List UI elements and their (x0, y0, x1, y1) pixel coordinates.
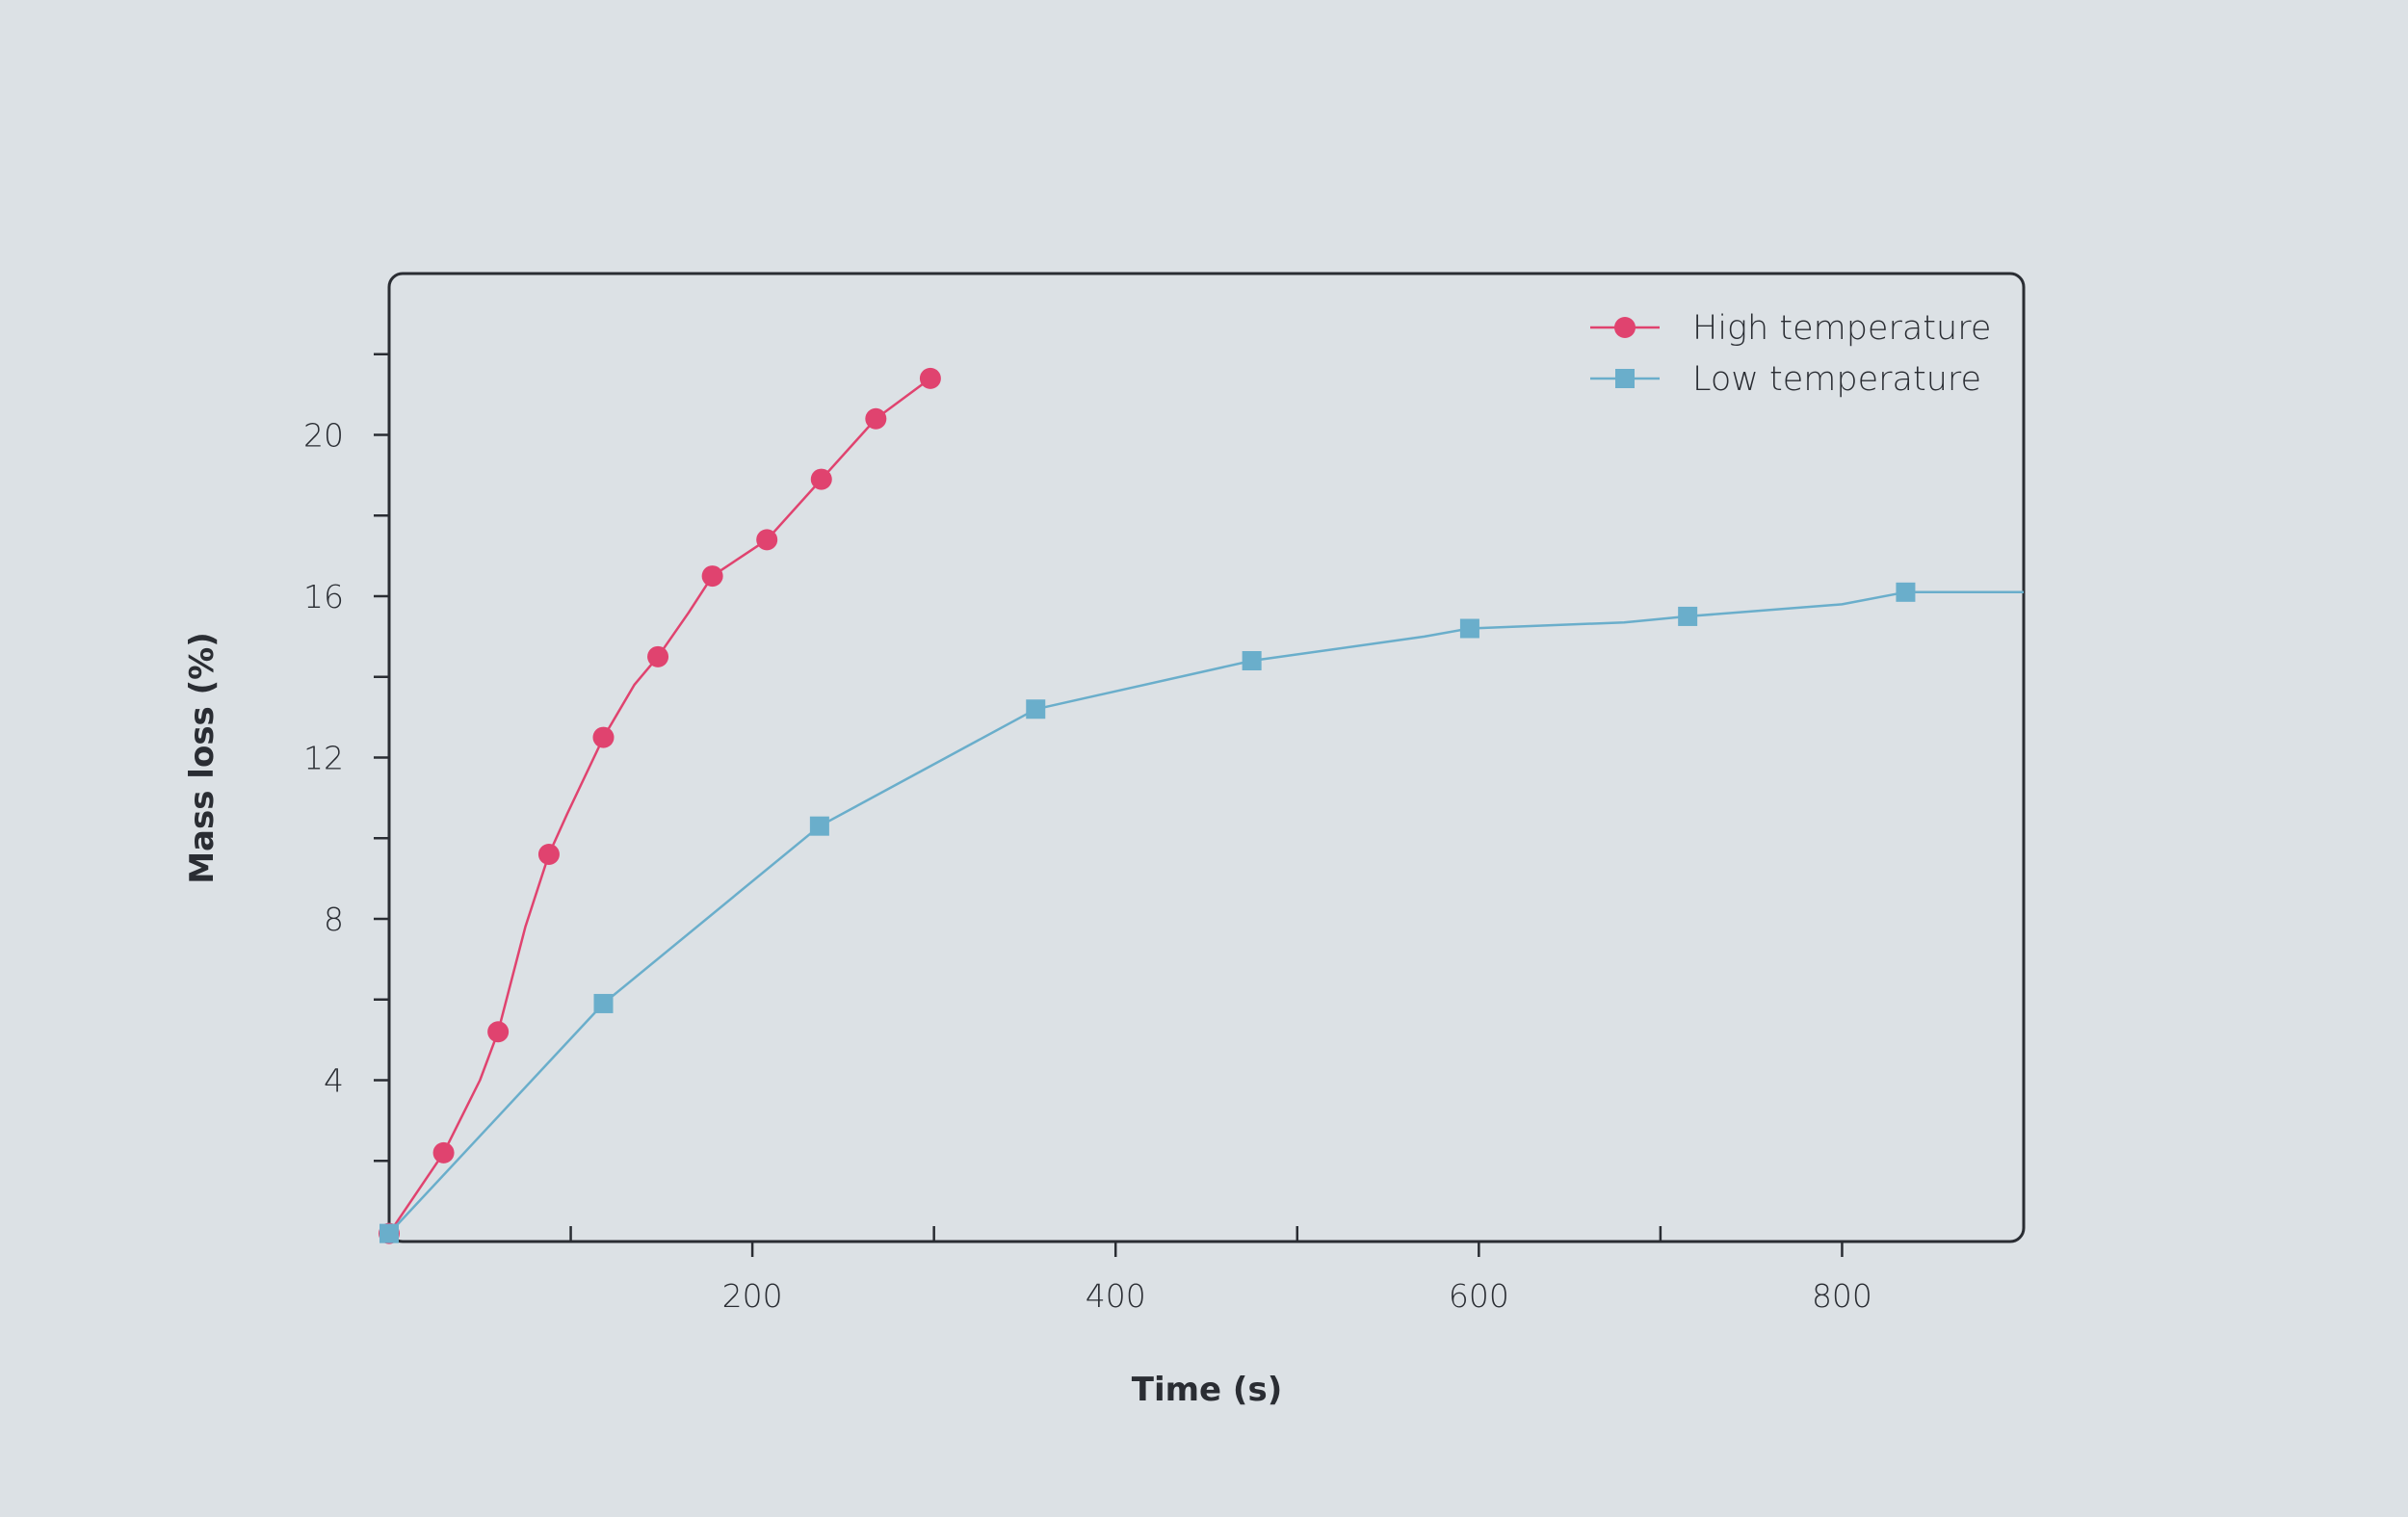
y-tick-label: 8 (324, 901, 344, 938)
y-tick-label: 4 (324, 1062, 344, 1100)
y-axis: 4 8 12 16 20 (303, 353, 389, 1163)
x-tick-label: 400 (1086, 1277, 1146, 1315)
data-point (537, 844, 560, 865)
legend-swatch-marker (1615, 369, 1635, 388)
legend-item: High temperature (1590, 309, 1991, 348)
series-layer (379, 367, 2024, 1244)
data-point (701, 565, 723, 588)
x-tick-label: 800 (1812, 1277, 1872, 1315)
x-tick-label: 200 (722, 1277, 783, 1315)
data-point (432, 1141, 455, 1164)
data-point (380, 1223, 399, 1243)
data-point (1896, 582, 1916, 602)
y-tick-label: 12 (303, 740, 344, 777)
legend-label: High temperature (1692, 309, 1991, 348)
data-point (865, 407, 887, 430)
legend-item: Low temperature (1590, 360, 1981, 399)
x-axis-title: Time (s) (1132, 1371, 1283, 1409)
legend-swatch-marker (1614, 317, 1636, 338)
data-point (1242, 651, 1262, 670)
data-point (1678, 606, 1698, 626)
data-point (593, 993, 614, 1013)
legend-label: Low temperature (1692, 360, 1981, 399)
y-tick-label: 16 (303, 578, 344, 615)
y-axis-title: Mass loss (%) (183, 632, 222, 884)
series-line (387, 377, 931, 1235)
data-point (647, 645, 669, 667)
x-tick-label: 600 (1449, 1277, 1509, 1315)
data-point (809, 816, 829, 836)
data-point (1026, 699, 1046, 719)
data-point (919, 367, 941, 389)
legend: High temperature Low temperature (1590, 309, 1991, 399)
data-point (756, 529, 778, 551)
series-2 (380, 582, 2024, 1243)
y-tick-label: 20 (303, 417, 344, 455)
series-line (388, 590, 2024, 1235)
data-point (1459, 618, 1479, 639)
data-point (592, 726, 615, 748)
data-point (487, 1021, 510, 1043)
data-point (810, 468, 832, 490)
x-axis: 200 400 600 800 (569, 1226, 1872, 1315)
